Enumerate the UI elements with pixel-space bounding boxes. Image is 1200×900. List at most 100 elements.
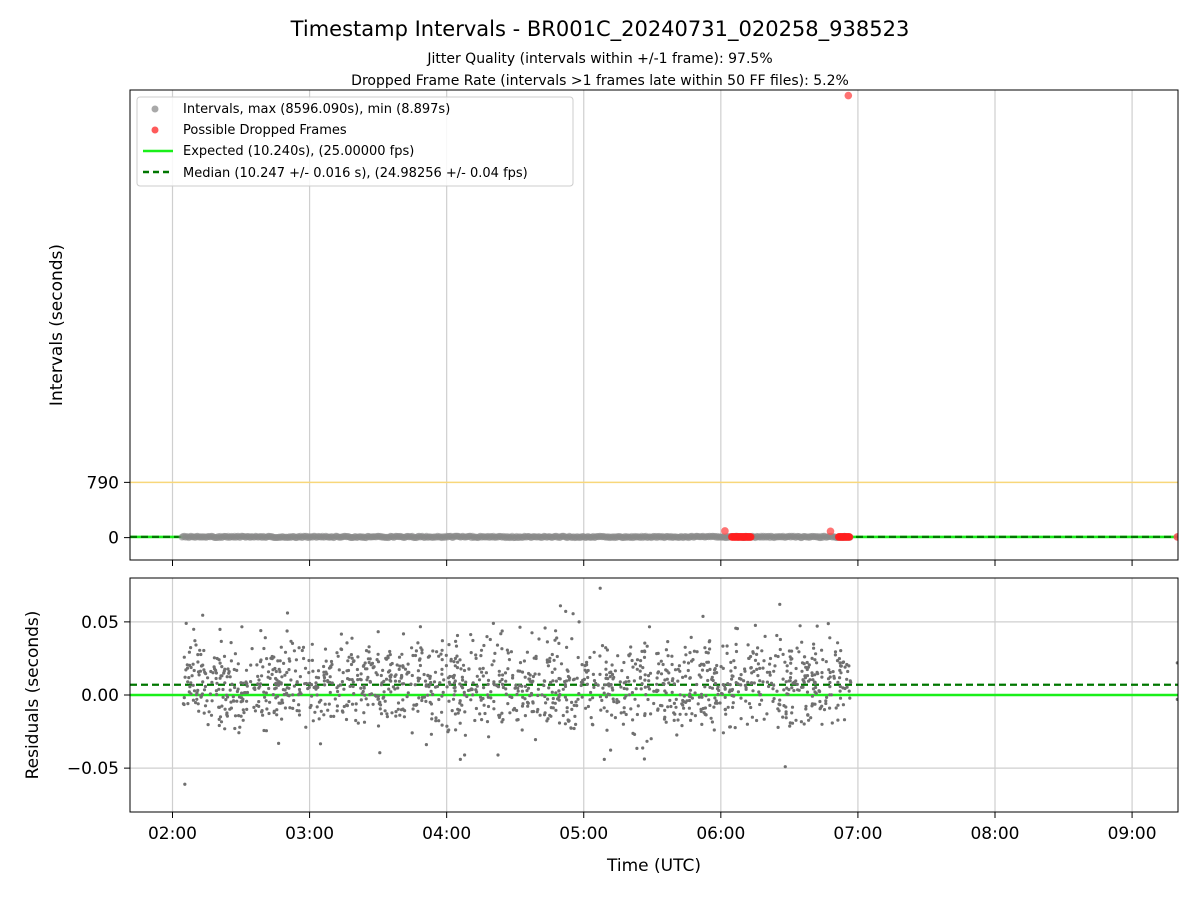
residual-point <box>663 689 667 693</box>
residual-point <box>376 697 380 701</box>
residual-point <box>570 700 574 705</box>
residual-point <box>669 704 673 709</box>
residual-point <box>697 695 702 699</box>
residual-point <box>283 706 287 710</box>
residual-point <box>460 675 464 679</box>
residual-point <box>335 709 339 713</box>
residual-point <box>501 673 505 677</box>
residual-point <box>529 693 534 697</box>
residual-point <box>549 681 553 685</box>
residual-point <box>768 673 772 677</box>
residual-point <box>526 704 530 708</box>
residual-point <box>382 690 386 694</box>
residual-point <box>655 682 659 686</box>
residual-point <box>622 706 626 710</box>
residual-point <box>252 705 256 710</box>
residual-point <box>642 655 647 660</box>
residual-point <box>828 693 832 697</box>
residual-point <box>347 655 351 659</box>
residual-point <box>474 653 478 657</box>
residual-point <box>379 683 383 687</box>
residual-point <box>627 679 631 683</box>
residual-point <box>482 703 486 707</box>
residual-point <box>245 699 249 703</box>
residual-point <box>474 706 478 711</box>
residual-point <box>458 701 462 705</box>
residual-point <box>479 698 483 702</box>
residual-point <box>609 748 613 752</box>
residual-point <box>678 693 682 697</box>
residual-point <box>646 697 650 702</box>
residual-point <box>185 663 189 667</box>
residual-point <box>347 699 351 704</box>
residual-point <box>310 658 314 663</box>
residual-point <box>666 705 670 709</box>
residual-point <box>344 717 349 722</box>
residual-point <box>633 732 637 737</box>
residual-point <box>396 686 400 690</box>
residual-point <box>292 698 296 703</box>
residual-point <box>217 687 221 691</box>
residual-point <box>241 718 245 722</box>
residual-point <box>521 695 525 699</box>
residual-point <box>735 627 740 631</box>
residual-point <box>420 698 424 703</box>
residual-point <box>220 665 224 669</box>
residual-point <box>649 712 653 716</box>
residual-point <box>379 703 383 707</box>
residual-point <box>672 701 677 706</box>
residual-point <box>647 687 652 691</box>
residual-point <box>707 698 711 702</box>
residual-point <box>749 666 753 670</box>
residual-point <box>191 662 195 666</box>
residual-point <box>814 685 818 690</box>
residual-point <box>277 667 281 671</box>
residual-point <box>684 700 688 705</box>
residual-point <box>383 709 387 713</box>
residual-point <box>359 678 363 682</box>
residual-point <box>454 639 458 644</box>
residual-point <box>270 654 274 659</box>
residual-point <box>817 689 821 693</box>
residuals-x-tick-label: 03:00 <box>285 824 334 844</box>
residual-point <box>355 667 359 672</box>
residual-point <box>533 738 538 742</box>
residual-point <box>229 641 233 645</box>
residual-point <box>568 676 572 680</box>
residual-point <box>461 678 465 682</box>
residual-point <box>237 731 241 735</box>
residual-point <box>295 680 299 684</box>
residual-point <box>394 714 398 718</box>
residual-point <box>845 677 849 681</box>
residual-point <box>378 751 382 755</box>
residual-point <box>782 704 786 708</box>
residual-point <box>351 684 355 689</box>
residual-point <box>459 667 463 671</box>
residual-point <box>258 682 263 686</box>
residual-point <box>324 659 328 663</box>
residual-point <box>843 665 847 669</box>
residual-point <box>676 679 680 683</box>
residual-point <box>769 681 774 685</box>
residual-point <box>830 721 834 725</box>
residual-point <box>713 668 717 672</box>
residual-point <box>489 690 493 694</box>
residual-point <box>589 716 593 720</box>
residual-point <box>605 709 609 713</box>
residual-point <box>197 673 201 677</box>
residual-point <box>214 689 218 693</box>
residual-point <box>686 668 690 673</box>
residual-point <box>319 709 323 713</box>
residual-point <box>688 695 693 699</box>
residual-point <box>629 707 633 711</box>
residual-point <box>322 679 326 683</box>
residual-point <box>491 621 495 626</box>
residual-point <box>215 656 219 661</box>
residual-point <box>801 678 805 682</box>
residual-point <box>575 676 579 680</box>
residual-point <box>386 656 390 660</box>
residual-point <box>758 679 762 683</box>
residual-point <box>329 714 333 719</box>
residual-point <box>604 660 608 664</box>
residual-point <box>608 675 612 679</box>
